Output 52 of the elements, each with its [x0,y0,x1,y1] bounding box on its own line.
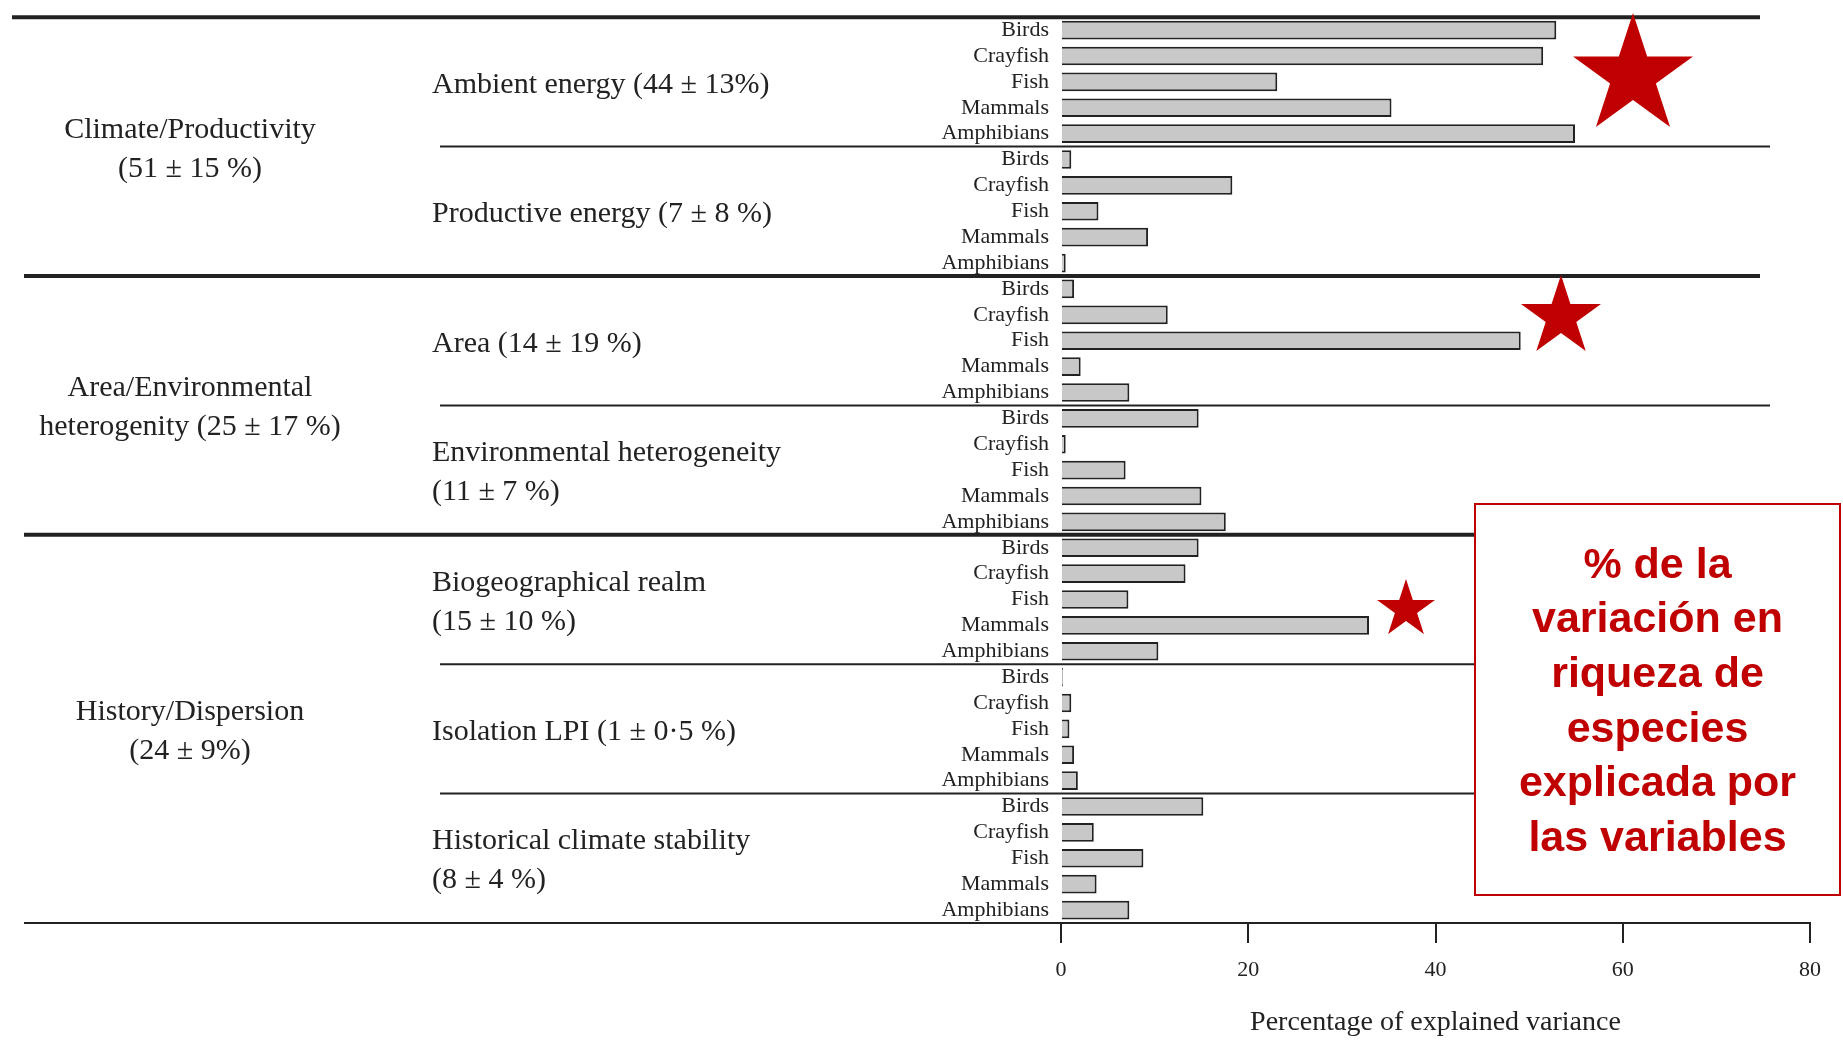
y-tick-label: Fish [1011,197,1049,223]
y-tick-label: Birds [1001,145,1049,171]
y-tick-label: Fish [1011,455,1049,481]
y-tick-label: Mammals [961,352,1049,378]
x-tick-label: 0 [1055,955,1067,981]
y-tick-label: Amphibians [941,378,1049,404]
y-tick-label: Birds [1001,274,1049,300]
y-tick-label: Crayfish [973,430,1049,455]
y-tick-label: Birds [1001,404,1049,430]
text: Area (14 ± 19 %) [432,323,642,360]
y-tick-label: Fish [1011,844,1049,870]
y-tick-label: Crayfish [973,559,1049,585]
y-tick-label: Birds [1001,15,1049,41]
text: Climate/Productivity (51 ± 15 %) [64,109,316,185]
text: Environmental heterogeneity (11 ± 7 %) [432,433,782,509]
y-tick-label: Amphibians [941,248,1049,274]
y-tick-label: Amphibians [941,895,1049,921]
y-tick-label: Mammals [961,611,1049,637]
y-tick-label: Mammals [961,740,1049,766]
text: History/Dispersion (24 ± 9%) [75,691,305,767]
y-tick-label: Amphibians [941,637,1049,663]
y-tick-label: Mammals [961,869,1049,895]
text: Area/Environmental heterogenity (25 ± 17 %) [39,368,341,444]
y-tick-label: Crayfish [973,688,1049,714]
y-tick-label: Fish [1011,714,1049,740]
x-tick-label: 20 [1237,955,1260,981]
y-tick-label: Crayfish [973,41,1049,67]
text: Productive energy (7 ± 8 %) [432,193,772,230]
y-tick-label: Mammals [961,93,1049,119]
y-tick-label: Mammals [961,222,1049,248]
y-tick-label: Amphibians [941,766,1049,792]
y-tick-label: Birds [1001,533,1049,559]
x-tick-label: 40 [1424,955,1447,981]
y-tick-label: Fish [1011,67,1049,93]
y-tick-label: Fish [1011,326,1049,352]
text: Historical climate stability (8 ± 4 %) [432,821,751,897]
text: Biogeographical realm (15 ± 10 %) [432,562,707,638]
y-tick-label: Amphibians [941,119,1049,145]
text: Isolation LPI (1 ± 0·5 %) [432,711,736,748]
y-tick-label: Crayfish [973,300,1049,326]
x-axis-title: Percentage of explained variance [1250,1004,1621,1036]
text: Ambient energy (44 ± 13%) [432,64,770,101]
y-tick-label: Mammals [961,481,1049,507]
y-tick-label: Crayfish [973,171,1049,197]
y-tick-label: Crayfish [973,818,1049,844]
y-tick-label: Fish [1011,585,1049,611]
annotation: % de la variación en riqueza de especies explicada por las variables [1474,503,1841,896]
y-tick-label: Birds [1001,662,1049,688]
x-tick-label: 60 [1611,955,1634,981]
x-tick-label: 80 [1799,955,1821,981]
y-tick-label: Amphibians [941,507,1049,533]
y-tick-label: Birds [1001,792,1049,818]
